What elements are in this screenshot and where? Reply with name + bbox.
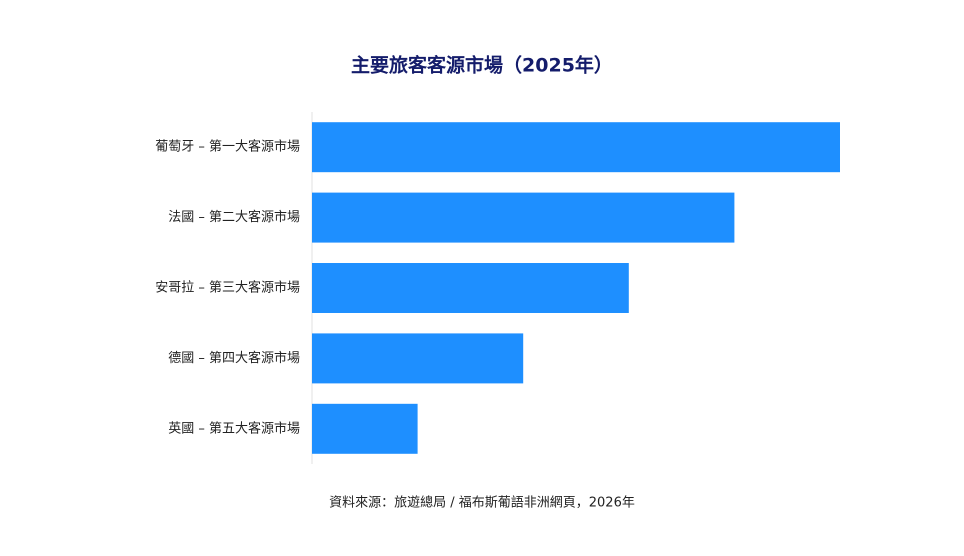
bar xyxy=(312,333,524,384)
bar xyxy=(312,403,418,454)
chart-title: 主要旅客客源市場（2025年） xyxy=(351,54,613,77)
bar xyxy=(312,122,840,173)
y-tick-label: 安哥拉 – 第三大客源市場 xyxy=(155,280,300,296)
y-tick-label: 法國 – 第二大客源市場 xyxy=(168,209,300,225)
y-tick-label: 英國 – 第五大客源市場 xyxy=(168,420,300,436)
y-tick-label: 葡萄牙 – 第一大客源市場 xyxy=(155,139,300,155)
bar xyxy=(312,192,735,243)
bar xyxy=(312,263,629,313)
source-note: 資料來源：旅遊總局 / 福布斯葡語非洲網頁，2026年 xyxy=(329,495,635,511)
y-tick-label: 德國 – 第四大客源市場 xyxy=(168,350,300,366)
